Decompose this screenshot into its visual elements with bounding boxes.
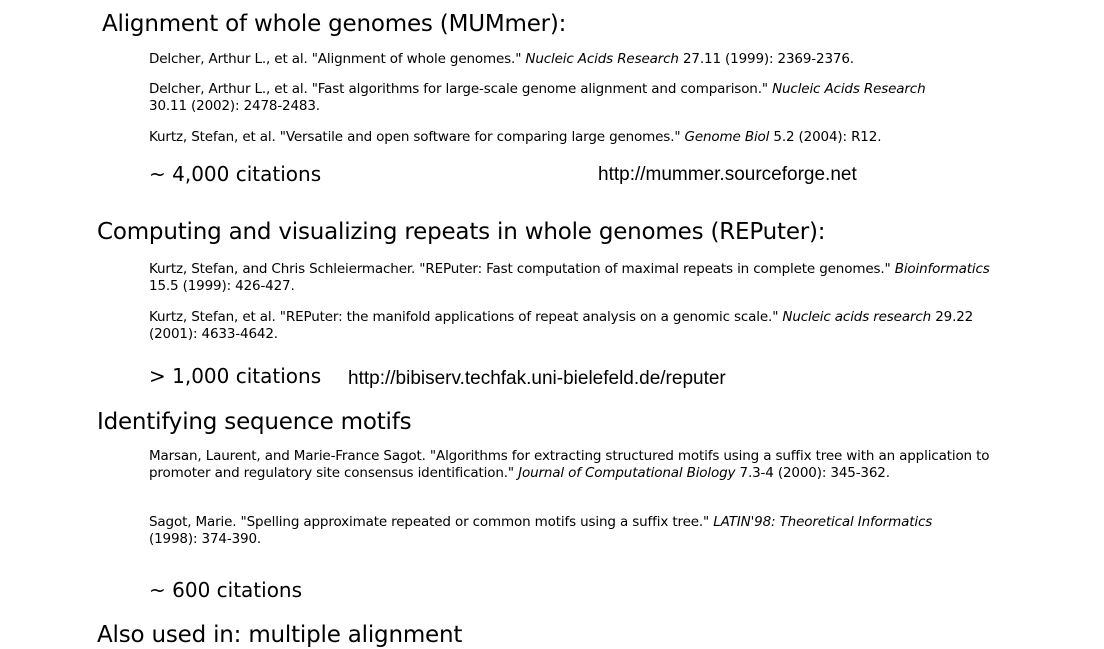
ref-text: Kurtz, Stefan, et al. "Versatile and ope… [149, 129, 685, 145]
reference-reputer-2: Kurtz, Stefan, et al. "REPuter: the mani… [149, 309, 1019, 343]
ref-details: (1998): 374-390. [149, 531, 262, 547]
link-mummer[interactable]: http://mummer.sourceforge.net [598, 164, 857, 185]
ref-text: Delcher, Arthur L., et al. "Fast algorit… [149, 81, 773, 97]
ref-journal: Genome Biol [684, 129, 770, 145]
reference-reputer-1: Kurtz, Stefan, and Chris Schleiermacher.… [149, 261, 1019, 295]
ref-details: 5.2 (2004): R12. [769, 129, 882, 145]
ref-journal: Nucleic Acids Research [525, 51, 679, 67]
link-reputer[interactable]: http://bibiserv.techfak.uni-bielefeld.de… [348, 368, 726, 389]
ref-details: 15.5 (1999): 426-427. [149, 278, 295, 294]
ref-text: Kurtz, Stefan, and Chris Schleiermacher.… [149, 261, 895, 277]
ref-journal: LATIN'98: Theoretical Informatics [713, 514, 933, 530]
reference-mummer-2: Delcher, Arthur L., et al. "Fast algorit… [149, 81, 929, 115]
heading-motifs: Identifying sequence motifs [97, 409, 412, 435]
reference-motifs-1: Marsan, Laurent, and Marie-France Sagot.… [149, 448, 1004, 482]
ref-text: Sagot, Marie. "Spelling approximate repe… [149, 514, 714, 530]
ref-journal: Nucleic acids research [782, 309, 932, 325]
ref-text: Delcher, Arthur L., et al. "Alignment of… [149, 51, 526, 67]
citation-count-motifs: ~ 600 citations [149, 578, 303, 602]
citation-count-reputer: > 1,000 citations [149, 364, 322, 388]
ref-journal: Nucleic Acids Research [772, 81, 926, 97]
ref-details: 7.3-4 (2000): 345-362. [735, 465, 891, 481]
reference-motifs-2: Sagot, Marie. "Spelling approximate repe… [149, 514, 979, 548]
ref-journal: Journal of Computational Biology [518, 465, 736, 481]
ref-journal: Bioinformatics [894, 261, 990, 277]
heading-multiple-alignment: Also used in: multiple alignment [97, 622, 463, 648]
citation-count-mummer: ~ 4,000 citations [149, 162, 322, 186]
reference-mummer-1: Delcher, Arthur L., et al. "Alignment of… [149, 51, 1029, 68]
ref-details: 29.22 (2001): 4633-4642. [149, 309, 974, 342]
heading-mummer: Alignment of whole genomes (MUMmer): [102, 11, 567, 37]
ref-text: Kurtz, Stefan, et al. "REPuter: the mani… [149, 309, 783, 325]
reference-mummer-3: Kurtz, Stefan, et al. "Versatile and ope… [149, 129, 1029, 146]
heading-reputer: Computing and visualizing repeats in who… [97, 219, 826, 245]
ref-details: 27.11 (1999): 2369-2376. [678, 51, 854, 67]
ref-text: Marsan, Laurent, and Marie-France Sagot.… [149, 448, 990, 481]
ref-details: 30.11 (2002): 2478-2483. [149, 98, 320, 114]
